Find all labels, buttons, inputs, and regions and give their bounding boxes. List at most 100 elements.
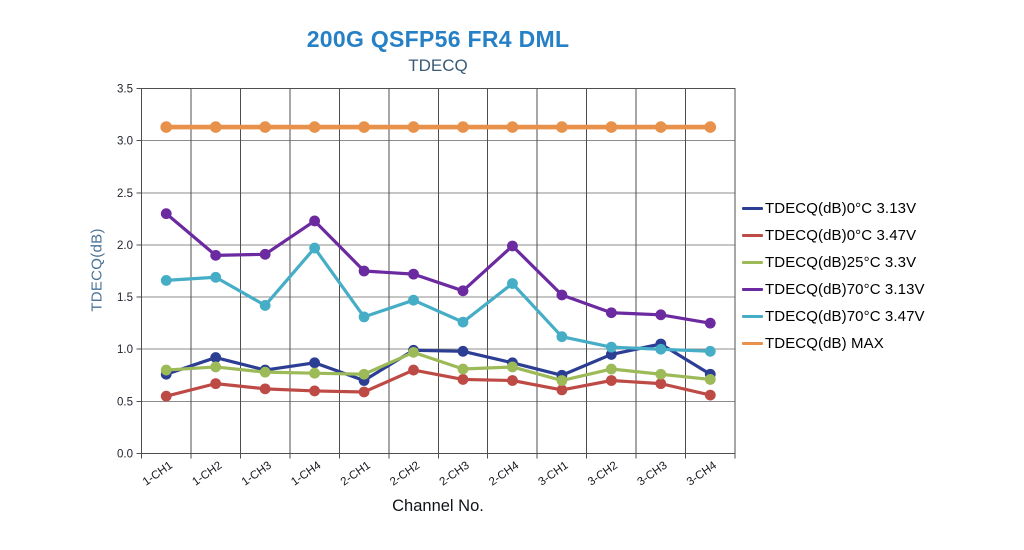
data-point [309,242,321,254]
legend-label: TDECQ(dB)25°C 3.3V [765,254,917,271]
data-point [506,121,519,133]
y-axis-title: TDECQ(dB) [88,228,106,312]
svg-text:3-CH4: 3-CH4 [685,459,720,488]
data-point [209,121,222,133]
legend-swatch [742,207,763,210]
data-point [704,121,717,133]
legend-label: TDECQ(dB)70°C 3.13V [765,281,925,298]
data-point [407,121,420,133]
y-tick-labels: 0.0 0.5 1.0 1.5 2.0 2.5 3.0 3.5 [117,84,133,461]
data-point [210,361,222,373]
svg-text:2-CH1: 2-CH1 [339,460,373,489]
chart-subtitle: TDECQ [408,56,468,75]
svg-text:2-CH4: 2-CH4 [487,459,522,488]
svg-text:1.5: 1.5 [117,292,133,304]
svg-text:2-CH2: 2-CH2 [388,460,422,489]
legend-label: TDECQ(dB) MAX [765,335,884,352]
data-point [655,121,667,133]
data-point [507,278,518,289]
data-point [160,364,172,376]
data-point [457,316,469,328]
svg-text:1-CH4: 1-CH4 [289,459,324,488]
data-point [457,345,469,357]
svg-text:1-CH3: 1-CH3 [240,460,274,489]
data-point [556,121,568,133]
data-point [408,346,419,358]
series-5 [160,121,717,133]
data-point [605,341,617,353]
svg-text:3-CH1: 3-CH1 [537,460,571,489]
x-axis-title: Channel No. [392,497,484,515]
data-point [655,378,667,390]
data-point [605,121,618,133]
data-point [408,294,419,306]
chart-legend: TDECQ(dB)0°C 3.13V TDECQ(dB)0°C 3.47V TDEC… [742,198,925,354]
x-tick-labels: 1-CH1 1-CH2 1-CH3 1-CH4 2-CH1 2-CH2 2-CH3 2-CH4… [141,459,720,488]
data-point [507,375,518,386]
data-point [556,375,568,386]
data-point [160,390,172,402]
legend-item: TDECQ(dB)0°C 3.13V [742,198,925,219]
series-1 [160,364,716,402]
data-point [655,368,667,380]
data-point [457,363,469,375]
data-point [358,368,370,380]
data-point [408,268,419,280]
data-point [358,265,370,277]
data-point [309,215,321,227]
legend-swatch [742,315,763,318]
data-point [556,384,568,396]
legend-swatch [742,288,763,291]
svg-text:3.5: 3.5 [117,84,133,96]
data-point [160,208,172,220]
series-2 [160,346,716,386]
data-point [259,248,271,260]
svg-text:0.0: 0.0 [117,449,133,461]
series-3 [160,208,716,329]
data-point [210,249,222,261]
data-point [507,240,518,252]
data-point [605,307,617,319]
svg-text:3.0: 3.0 [117,136,133,148]
legend-label: TDECQ(dB)0°C 3.13V [765,200,917,217]
svg-text:2.0: 2.0 [117,240,133,252]
data-point [457,285,469,297]
data-point [210,352,222,363]
chart-title: 200G QSFP56 FR4 DML [306,26,570,52]
x-gridlines [140,87,736,459]
data-point [309,385,321,397]
svg-text:1.0: 1.0 [117,344,133,356]
data-point [259,366,271,378]
data-point [507,361,518,373]
legend-item: TDECQ(dB) MAX [742,333,925,354]
data-point [210,271,222,283]
data-point [259,383,271,395]
data-point [556,289,568,301]
data-point [704,317,716,329]
legend-swatch [742,342,763,345]
data-point [358,311,370,323]
legend-label: TDECQ(dB)70°C 3.47V [765,308,925,325]
svg-text:3-CH3: 3-CH3 [635,460,669,489]
data-point [160,121,173,133]
data-point [259,121,271,133]
legend-item: TDECQ(dB)25°C 3.3V [742,252,925,273]
series-4 [160,242,716,357]
svg-text:0.5: 0.5 [117,396,133,408]
data-point [704,345,716,357]
data-point [704,374,716,385]
y-gridlines [136,88,735,454]
svg-text:1-CH2: 1-CH2 [190,460,224,489]
data-point [556,331,568,343]
data-point [210,378,222,390]
data-point [259,300,271,311]
legend-swatch [742,261,763,264]
data-point [605,363,617,375]
data-point [309,357,321,369]
data-point [457,121,469,133]
data-point [408,364,419,376]
data-point [358,386,370,398]
data-point [308,121,321,133]
